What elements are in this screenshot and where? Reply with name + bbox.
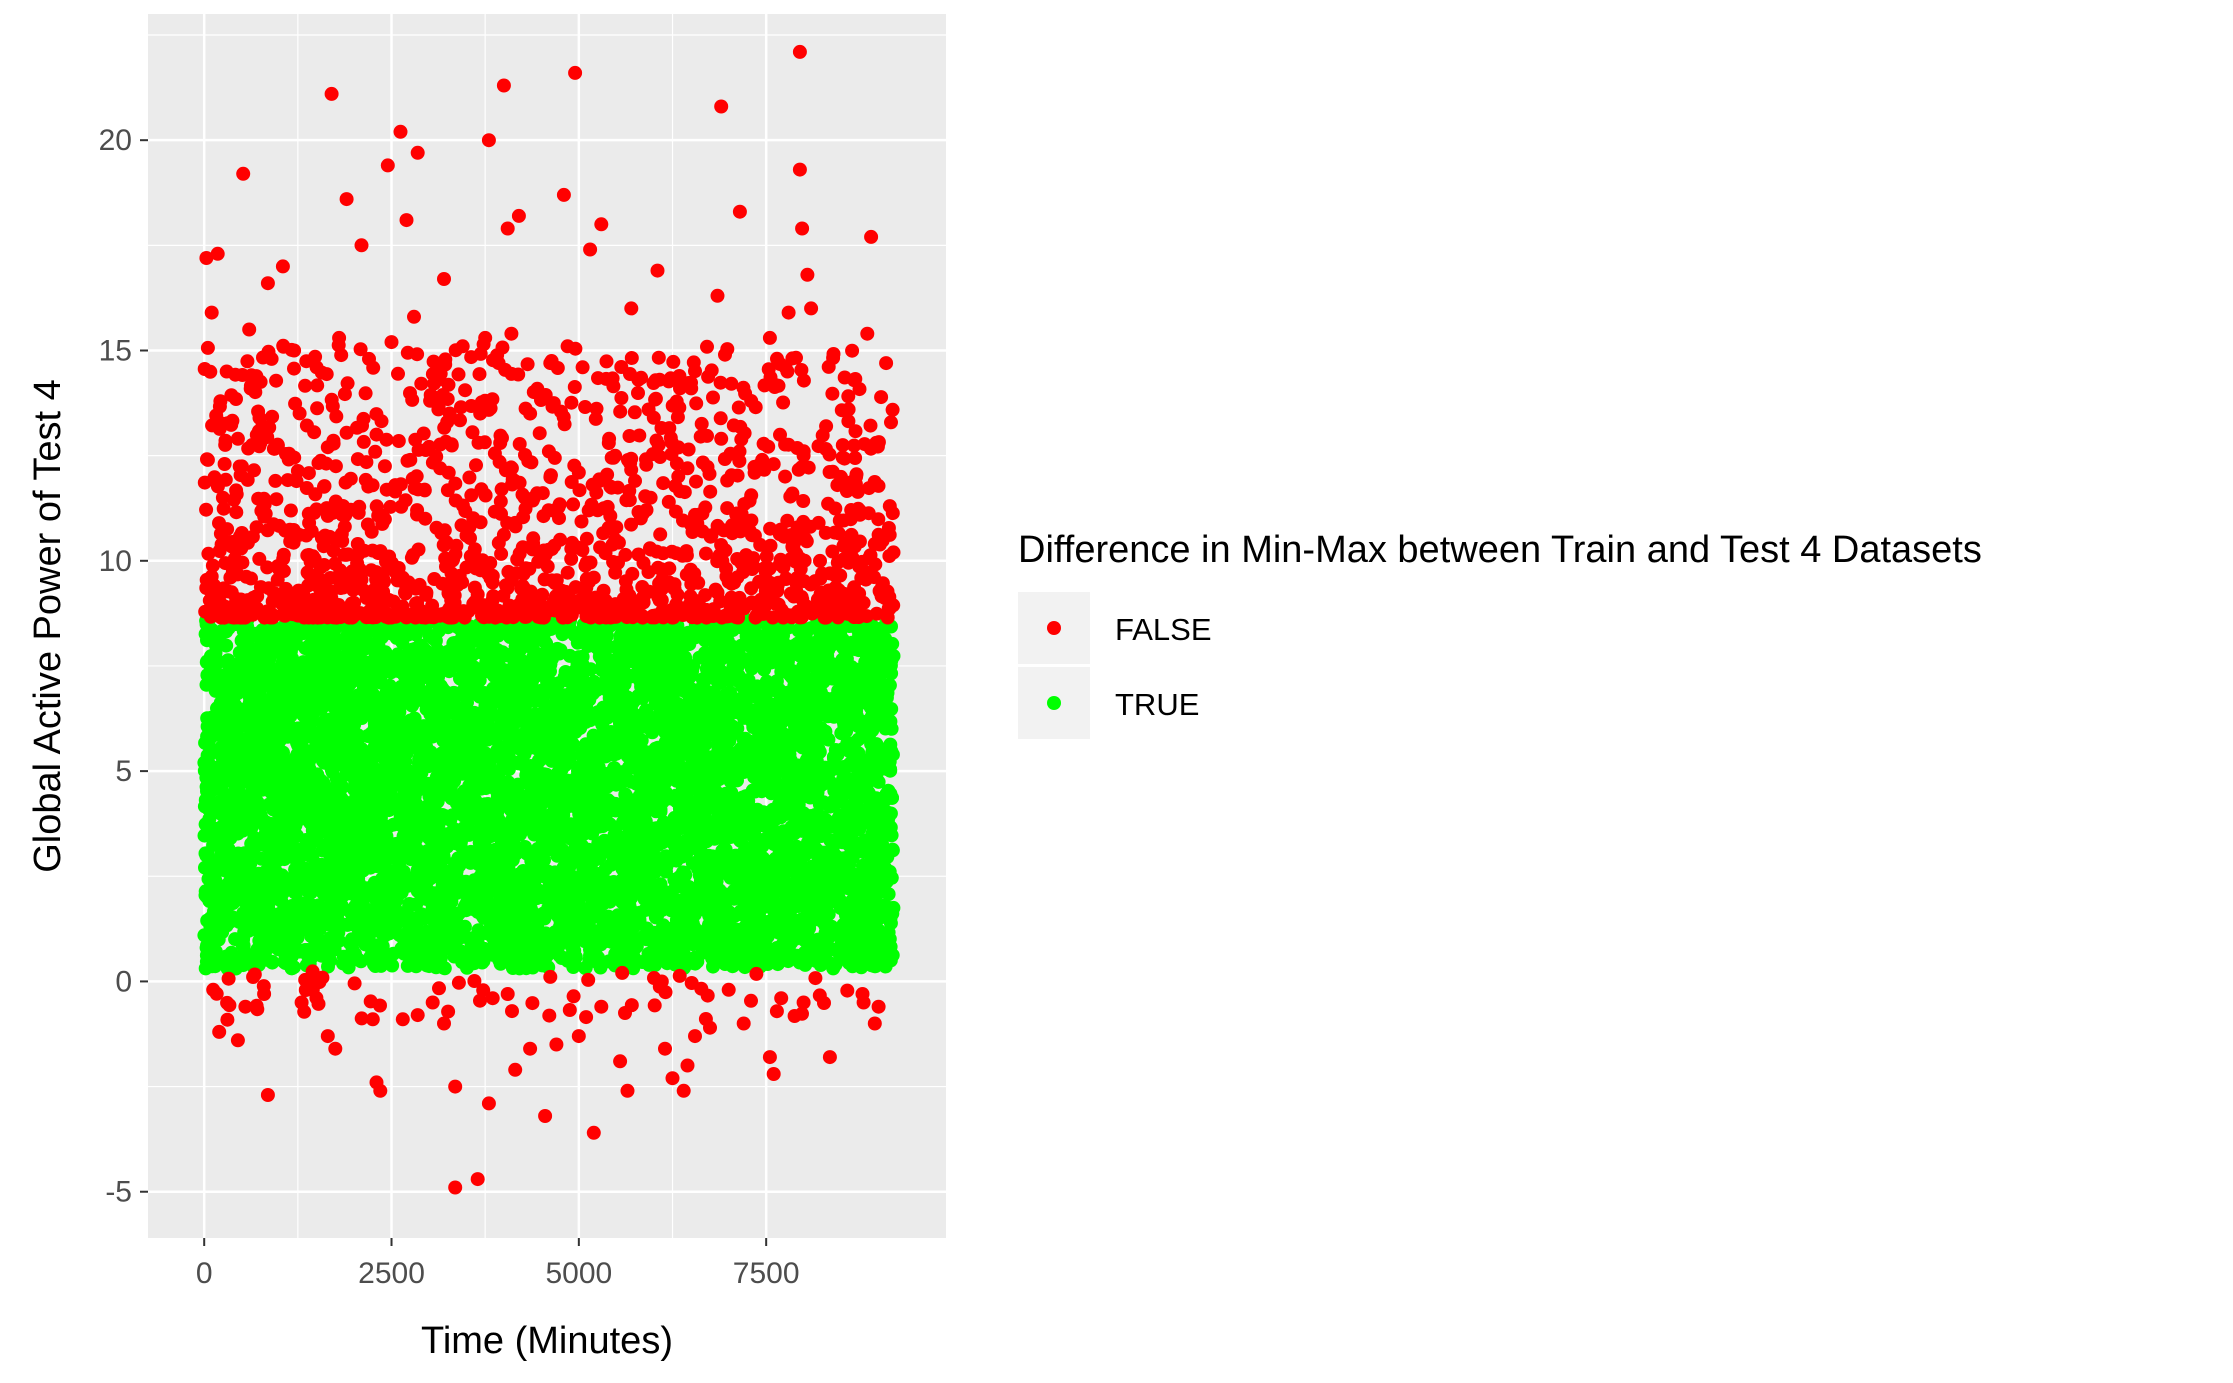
data-point-true [252,933,267,948]
data-point-true [884,702,899,716]
data-point-true [698,633,713,648]
data-point-true [578,930,593,945]
data-point-true [702,908,717,923]
data-point-true [885,636,900,651]
data-point-true [575,806,590,821]
data-point-true [351,728,365,743]
data-point-true [315,716,330,730]
data-point-true [210,829,225,844]
data-point-true [831,889,846,904]
data-point-true [224,945,239,960]
data-point-true [688,956,703,971]
data-point-true [677,947,692,962]
data-point-true [616,815,630,830]
data-point-true [199,954,214,969]
data-point-true [347,782,362,797]
data-point-true [228,932,243,947]
data-point-true [635,955,650,969]
data-point-true [615,774,630,789]
data-point-true [223,821,238,836]
data-point-true [771,901,786,916]
data-point-true [200,846,215,861]
data-point-true [496,817,511,832]
data-point-true [219,638,234,653]
data-point-true [539,636,554,651]
data-point-true [563,749,578,764]
data-point-true [475,841,490,856]
series-true-points [197,612,901,976]
data-point-true [310,767,325,782]
data-point-true [578,920,593,935]
data-point-true [869,791,884,806]
data-point-true [871,774,886,789]
data-point-true [534,844,549,859]
data-point-true [828,743,843,757]
data-point-true [798,627,813,642]
data-point-true [596,700,611,715]
data-point-true [885,843,900,858]
